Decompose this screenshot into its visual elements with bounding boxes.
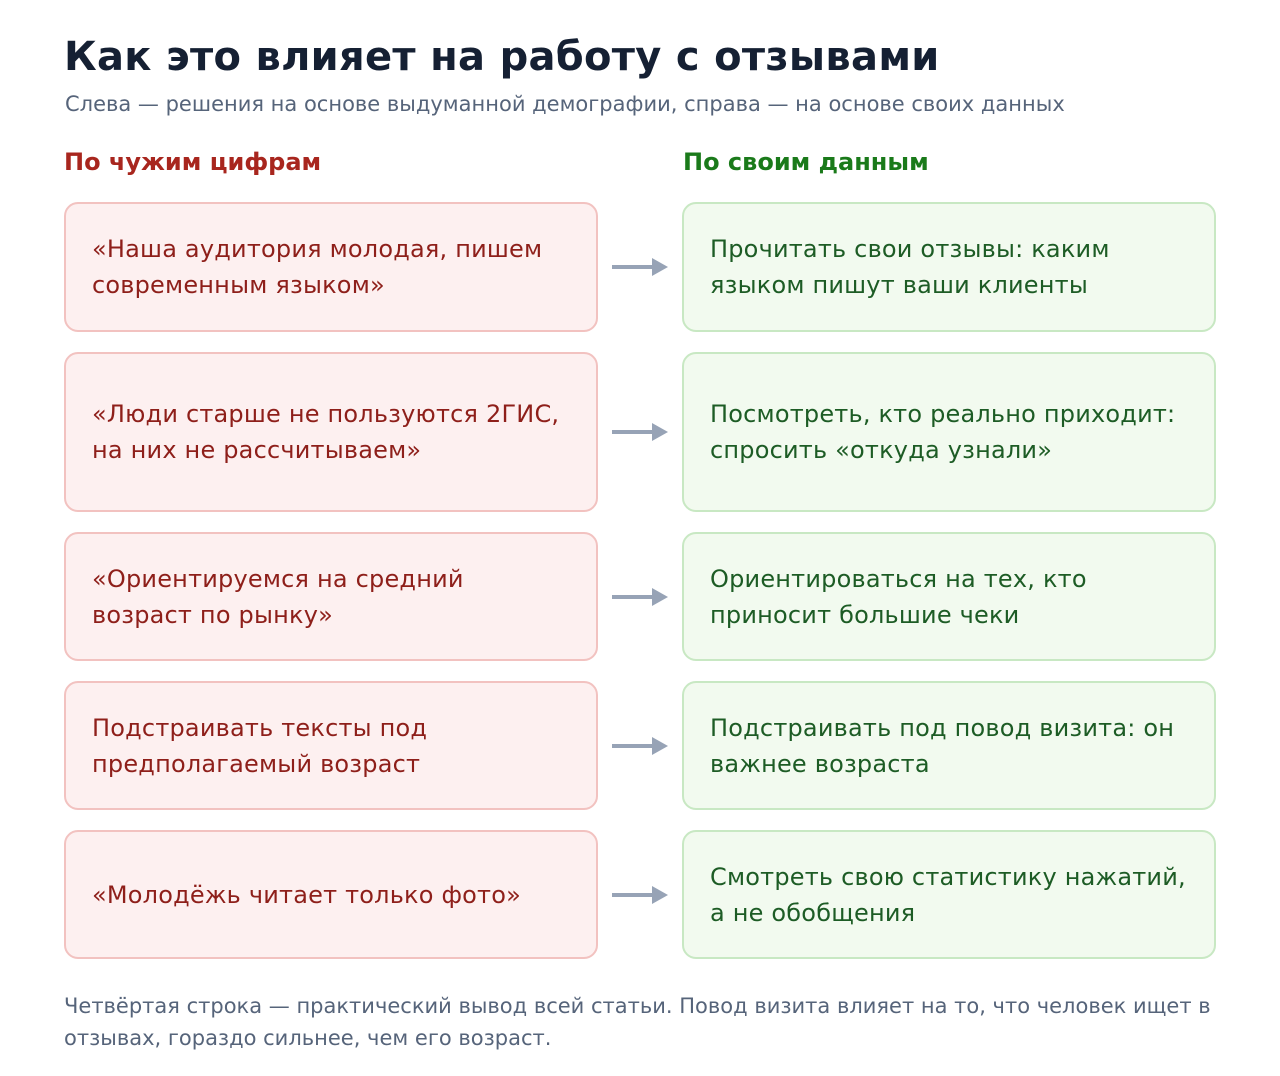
column-header-right: По своим данным <box>683 148 929 176</box>
arrow-right-icon <box>598 352 682 512</box>
assumption-card: «Наша аудитория молодая, пишем современн… <box>64 202 598 332</box>
comparison-rows: «Наша аудитория молодая, пишем современн… <box>64 202 1216 979</box>
assumption-card: «Молодёжь читает только фото» <box>64 830 598 959</box>
data-card: Ориентироваться на тех, кто приносит бол… <box>682 532 1216 661</box>
data-card: Смотреть свою статистику нажатий, а не о… <box>682 830 1216 959</box>
data-card: Прочитать свои отзывы: каким языком пишу… <box>682 202 1216 332</box>
comparison-row: «Молодёжь читает только фото» Смотреть с… <box>64 830 1216 959</box>
arrow-right-icon <box>598 202 682 332</box>
assumption-card: Подстраивать тексты под предполагаемый в… <box>64 681 598 810</box>
comparison-row: «Ориентируемся на средний возраст по рын… <box>64 532 1216 661</box>
comparison-row: Подстраивать тексты под предполагаемый в… <box>64 681 1216 810</box>
assumption-card: «Ориентируемся на средний возраст по рын… <box>64 532 598 661</box>
column-header-left: По чужим цифрам <box>64 148 322 176</box>
arrow-right-icon <box>598 532 682 661</box>
page-title: Как это влияет на работу с отзывами <box>64 34 940 80</box>
arrow-right-icon <box>598 681 682 810</box>
data-card: Посмотреть, кто реально приходит: спроси… <box>682 352 1216 512</box>
arrow-right-icon <box>598 830 682 959</box>
comparison-row: «Наша аудитория молодая, пишем современн… <box>64 202 1216 332</box>
comparison-row: «Люди старше не пользуются 2ГИС, на них … <box>64 352 1216 512</box>
page-subtitle: Слева — решения на основе выдуманной дем… <box>65 92 1065 116</box>
assumption-card: «Люди старше не пользуются 2ГИС, на них … <box>64 352 598 512</box>
data-card: Подстраивать под повод визита: он важнее… <box>682 681 1216 810</box>
footnote: Четвёртая строка — практический вывод вс… <box>64 994 1211 1050</box>
